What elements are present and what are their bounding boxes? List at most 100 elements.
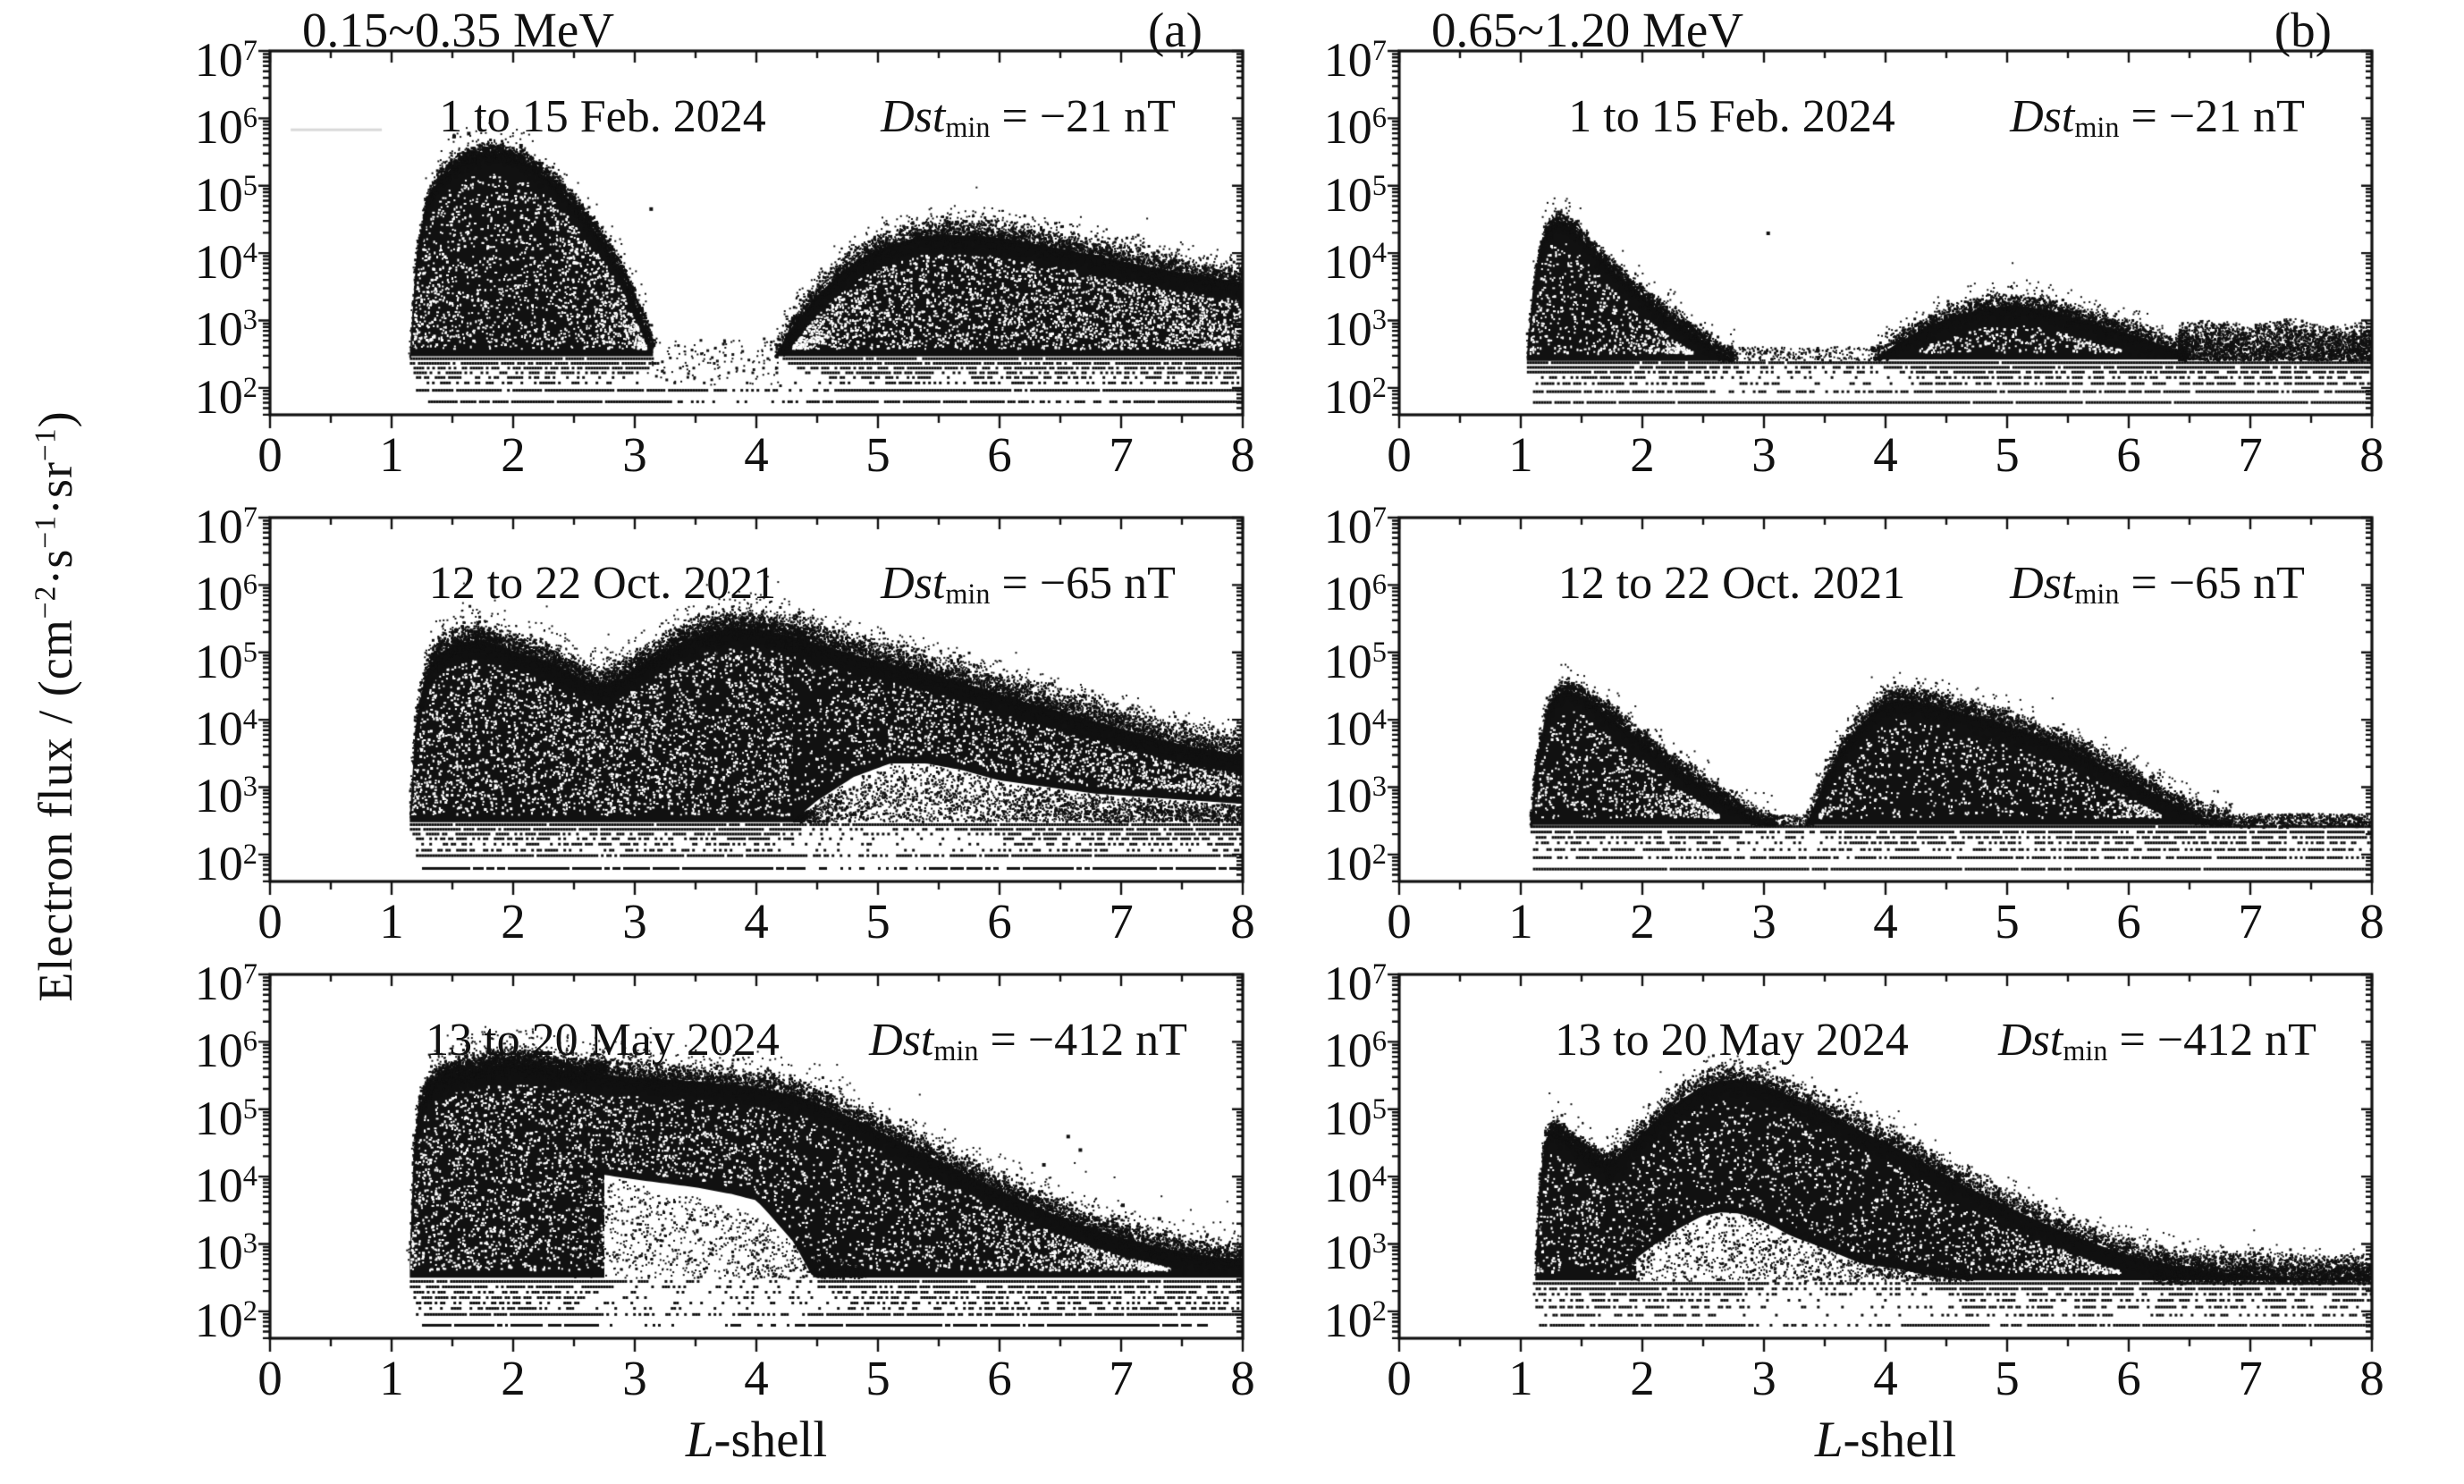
y-tick-label-b3-1e4: 104 xyxy=(1323,1158,1387,1212)
x-axis-title-a-rest: -shell xyxy=(713,1412,828,1468)
x-tick-label-a2-4: 4 xyxy=(744,894,769,949)
x-tick-label-a1-1: 1 xyxy=(379,427,404,482)
scatter-canvas-b3 xyxy=(1380,955,2392,1358)
y-tick-label-b1-1e4: 104 xyxy=(1323,234,1387,289)
y-tick-label-b2-1e3: 103 xyxy=(1323,769,1387,823)
x-tick-label-b3-1: 1 xyxy=(1508,1351,1533,1405)
x-tick-label-a2-7: 7 xyxy=(1109,894,1134,949)
x-tick-label-b2-2: 2 xyxy=(1630,894,1655,949)
x-tick-label-b1-7: 7 xyxy=(2238,427,2263,482)
x-tick-label-a3-6: 6 xyxy=(987,1351,1012,1405)
scatter-canvas-b1 xyxy=(1380,31,2392,434)
x-tick-label-b2-0: 0 xyxy=(1387,894,1412,949)
scatter-canvas-b2 xyxy=(1380,498,2392,901)
x-tick-label-a3-0: 0 xyxy=(257,1351,283,1405)
period-annotation-a2: 12 to 22 Oct. 2021 xyxy=(428,558,777,609)
y-axis-sup-cm: −2 xyxy=(29,585,63,620)
y-tick-label-b3-1e2: 102 xyxy=(1323,1293,1387,1347)
x-tick-label-a3-2: 2 xyxy=(501,1351,526,1405)
x-tick-label-b2-8: 8 xyxy=(2359,894,2384,949)
x-tick-label-b1-4: 4 xyxy=(1873,427,1898,482)
y-tick-label-a3-1e6: 106 xyxy=(194,1024,257,1078)
y-tick-label-a3-1e2: 102 xyxy=(194,1293,257,1347)
y-tick-label-b2-1e5: 105 xyxy=(1323,634,1387,688)
x-tick-label-a2-2: 2 xyxy=(501,894,526,949)
y-axis-title: Electron flux / (cm−2·s−1·sr−1) xyxy=(28,410,83,1001)
y-axis-title-text: Electron flux / (cm xyxy=(29,619,82,1002)
y-tick-label-a3-1e4: 104 xyxy=(194,1158,257,1212)
y-tick-label-a1-1e7: 107 xyxy=(194,32,257,87)
x-tick-label-a3-4: 4 xyxy=(744,1351,769,1405)
period-annotation-a3: 13 to 20 May 2024 xyxy=(426,1015,780,1066)
scatter-canvas-a1 xyxy=(250,31,1262,434)
y-tick-label-b2-1e4: 104 xyxy=(1323,701,1387,755)
y-tick-label-a3-1e7: 107 xyxy=(194,956,257,1010)
scatter-canvas-a2 xyxy=(250,498,1262,901)
x-axis-title-b-italic: L xyxy=(1814,1412,1844,1468)
y-axis-title-close: ) xyxy=(29,410,82,428)
y-tick-label-b3-1e7: 107 xyxy=(1323,956,1387,1010)
y-tick-label-a2-1e2: 102 xyxy=(194,836,257,890)
x-tick-label-b3-8: 8 xyxy=(2359,1351,2384,1405)
x-tick-label-a3-5: 5 xyxy=(865,1351,890,1405)
x-tick-label-b3-6: 6 xyxy=(2116,1351,2141,1405)
y-axis-sep-sr: ·sr xyxy=(29,461,82,515)
x-axis-title-a-italic: L xyxy=(685,1412,714,1468)
dst-annotation-b3: Dstmin = −412 nT xyxy=(1998,1015,2316,1067)
x-axis-title-b-rest: -shell xyxy=(1843,1412,1957,1468)
x-tick-label-b3-7: 7 xyxy=(2238,1351,2263,1405)
x-tick-label-a1-0: 0 xyxy=(257,427,283,482)
dst-annotation-a1: Dstmin = −21 nT xyxy=(881,91,1176,143)
y-tick-label-b3-1e6: 106 xyxy=(1323,1024,1387,1078)
x-tick-label-a1-5: 5 xyxy=(865,427,890,482)
y-tick-label-a1-1e2: 102 xyxy=(194,369,257,424)
x-tick-label-b3-5: 5 xyxy=(1995,1351,2020,1405)
y-tick-label-a2-1e3: 103 xyxy=(194,769,257,823)
x-tick-label-b1-0: 0 xyxy=(1387,427,1412,482)
y-axis-sup-s: −1 xyxy=(29,514,63,549)
y-tick-label-a2-1e6: 106 xyxy=(194,567,257,621)
x-tick-label-a2-6: 6 xyxy=(987,894,1012,949)
y-tick-label-a1-1e3: 103 xyxy=(194,302,257,357)
y-tick-label-b2-1e7: 107 xyxy=(1323,499,1387,553)
x-tick-label-b1-8: 8 xyxy=(2359,427,2384,482)
y-axis-sep-s: ·s xyxy=(29,548,82,586)
y-tick-label-a1-1e4: 104 xyxy=(194,234,257,289)
x-tick-label-a3-1: 1 xyxy=(379,1351,404,1405)
y-tick-label-b1-1e5: 105 xyxy=(1323,167,1387,222)
x-tick-label-b2-4: 4 xyxy=(1873,894,1898,949)
scatter-canvas-a3 xyxy=(250,955,1262,1358)
dst-annotation-b1: Dstmin = −21 nT xyxy=(2010,91,2305,143)
x-tick-label-b3-2: 2 xyxy=(1630,1351,1655,1405)
x-tick-label-a2-1: 1 xyxy=(379,894,404,949)
x-tick-label-b3-4: 4 xyxy=(1873,1351,1898,1405)
x-tick-label-b3-3: 3 xyxy=(1751,1351,1776,1405)
x-tick-label-a2-8: 8 xyxy=(1230,894,1255,949)
x-axis-title-b: L-shell xyxy=(1815,1411,1956,1469)
y-tick-label-b3-1e3: 103 xyxy=(1323,1226,1387,1280)
y-tick-label-b1-1e3: 103 xyxy=(1323,302,1387,357)
y-tick-label-a2-1e4: 104 xyxy=(194,701,257,755)
y-tick-label-b1-1e7: 107 xyxy=(1323,32,1387,87)
x-tick-label-b1-2: 2 xyxy=(1630,427,1655,482)
y-tick-label-a3-1e3: 103 xyxy=(194,1226,257,1280)
x-axis-title-a: L-shell xyxy=(686,1411,827,1469)
y-tick-label-a1-1e5: 105 xyxy=(194,167,257,222)
x-tick-label-b1-5: 5 xyxy=(1995,427,2020,482)
x-tick-label-b1-1: 1 xyxy=(1508,427,1533,482)
x-tick-label-a1-4: 4 xyxy=(744,427,769,482)
y-tick-label-a1-1e6: 106 xyxy=(194,100,257,155)
x-tick-label-b2-7: 7 xyxy=(2238,894,2263,949)
x-tick-label-a1-6: 6 xyxy=(987,427,1012,482)
dst-annotation-a2: Dstmin = −65 nT xyxy=(881,558,1176,610)
y-tick-label-b1-1e2: 102 xyxy=(1323,369,1387,424)
y-axis-sup-sr: −1 xyxy=(29,427,63,462)
dst-annotation-b2: Dstmin = −65 nT xyxy=(2010,558,2305,610)
period-annotation-a1: 1 to 15 Feb. 2024 xyxy=(439,91,766,142)
x-tick-label-a1-2: 2 xyxy=(501,427,526,482)
x-tick-label-a3-3: 3 xyxy=(622,1351,647,1405)
x-tick-label-a1-8: 8 xyxy=(1230,427,1255,482)
x-tick-label-b2-1: 1 xyxy=(1508,894,1533,949)
y-tick-label-a2-1e5: 105 xyxy=(194,634,257,688)
